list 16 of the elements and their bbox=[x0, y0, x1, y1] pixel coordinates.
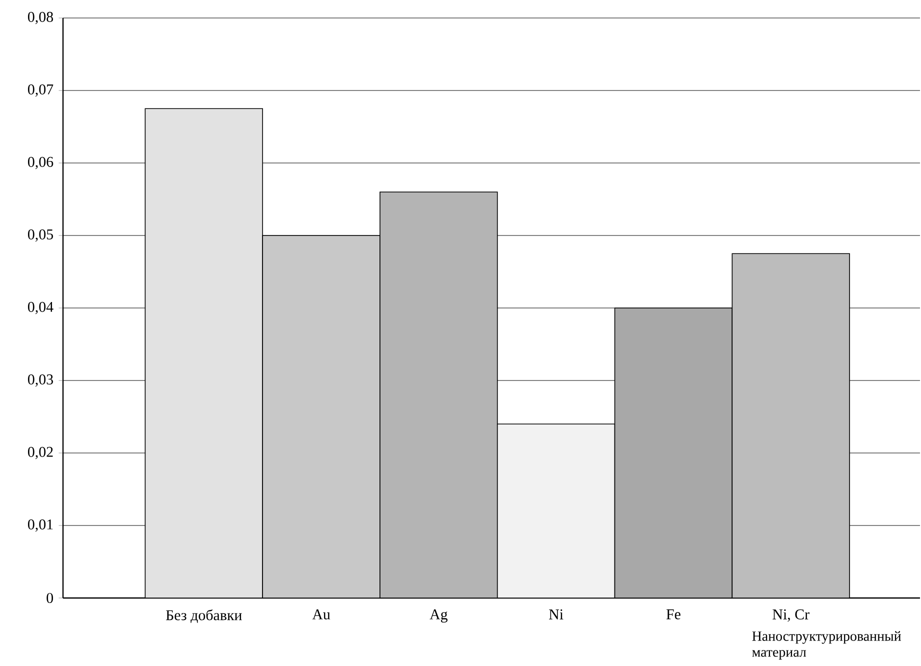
y-tick-label: 0,01 bbox=[28, 519, 53, 532]
x-tick-label: Au bbox=[312, 609, 330, 620]
y-tick-label: 0,03 bbox=[28, 374, 53, 387]
x-tick-label: Ni, Cr bbox=[772, 609, 810, 622]
y-tick-label: 0,05 bbox=[28, 229, 53, 242]
y-tick-label: 0,06 bbox=[28, 156, 54, 170]
x-tick-label: Без добавки bbox=[166, 609, 242, 624]
y-tick-label: 0,08 bbox=[28, 12, 54, 24]
x-tick-label: Ag bbox=[430, 609, 448, 622]
y-tick-label: 0,02 bbox=[28, 446, 53, 460]
y-tick-label: 0,07 bbox=[28, 84, 54, 97]
x-tick-label: Ni bbox=[549, 609, 564, 620]
y-tick-label: 0,04 bbox=[28, 302, 54, 314]
y-tick-label: 0 bbox=[46, 592, 54, 604]
x-tick-label: Fe bbox=[666, 609, 680, 620]
x-axis-title: Наноструктурированный материал bbox=[752, 631, 901, 660]
